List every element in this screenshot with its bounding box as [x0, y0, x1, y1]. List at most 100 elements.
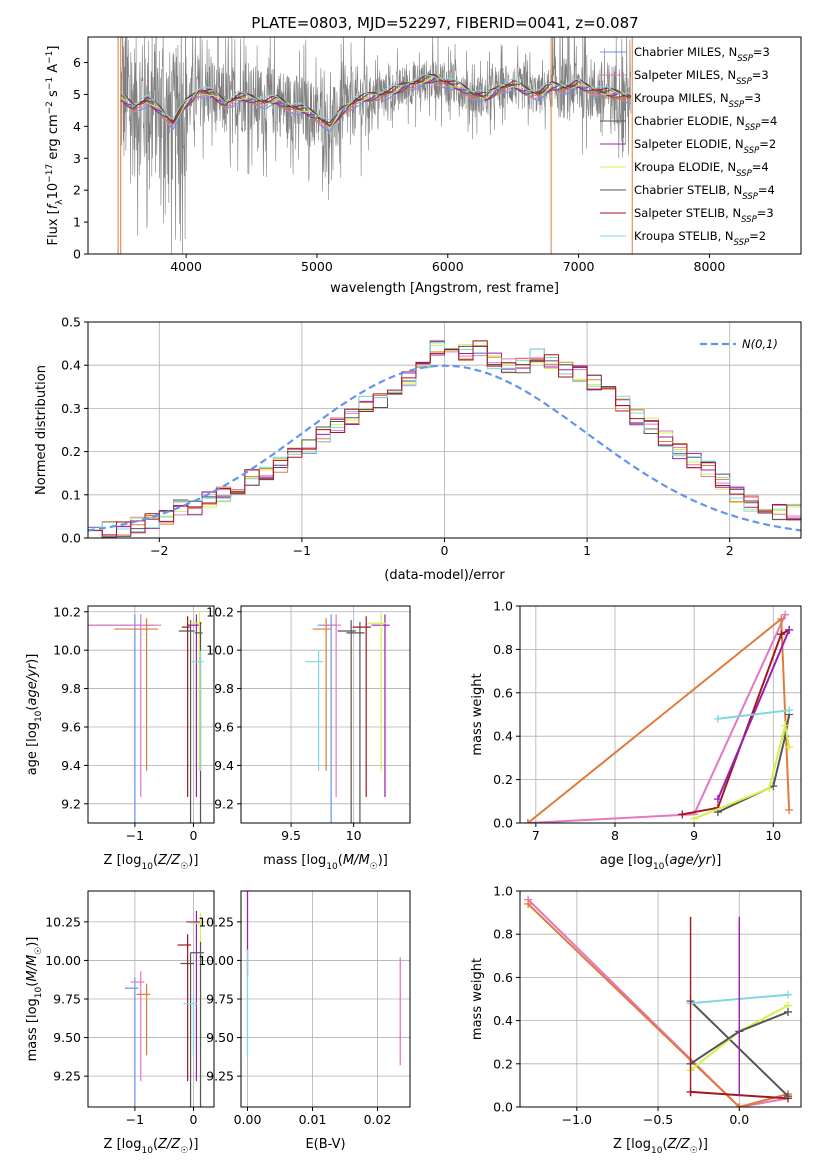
label-part: s	[46, 90, 61, 101]
label-part: −2	[45, 101, 55, 114]
legend-entry: Chabrier ELODIE, NSSP=4	[634, 114, 777, 133]
x-tick-label: 10	[346, 828, 362, 843]
label-part: E(B-V)	[305, 1137, 345, 1152]
x-tick-label: 4000	[170, 259, 202, 274]
label-part: 10	[34, 986, 44, 998]
massweight_vs_Z-panel: −1.0 −0.5 0.0 0.0 0.2 0.4 0.6 0.8 1.0 Z [log10(Z/…	[470, 884, 802, 1156]
x-tick-label: 8	[611, 828, 619, 843]
label-part: Z/Z	[157, 1137, 181, 1152]
y-tick-label: 9.2	[61, 796, 81, 811]
x-tick-label: 6000	[432, 259, 464, 274]
label-part: Z/Z	[667, 1137, 691, 1152]
legend-suffix: =4	[760, 114, 777, 128]
x-tick-label: 1	[583, 543, 591, 558]
y-tick-label: 9.75	[53, 992, 81, 1007]
y-tick-label: 9.25	[53, 1069, 81, 1084]
normal-curve	[88, 364, 801, 532]
label-part: )]	[25, 654, 40, 664]
series-marker	[785, 625, 794, 634]
label-part: mass [log	[263, 853, 326, 868]
y-tick-label: 2	[73, 183, 81, 198]
y-tick-label: 10.2	[206, 604, 234, 619]
x-tick-label: 9	[690, 828, 698, 843]
legend-entry: Salpeter STELIB, NSSP=3	[634, 206, 774, 225]
x-tick-label: 2	[726, 543, 734, 558]
label-part: (data-model)/error	[384, 568, 505, 583]
series-marker	[690, 814, 699, 823]
mass_vs_ebv-panel: 0.00 0.01 0.02 9.25 9.50 9.75 10.00 10.25 E(B-V)	[198, 890, 411, 1152]
series-chabrier_elodie	[717, 714, 791, 814]
series-kroupa_stelib	[717, 709, 790, 720]
x-tick-label: −1	[126, 1112, 144, 1127]
label-part: )]	[188, 1137, 198, 1152]
label-part: ☉	[370, 862, 378, 872]
y-tick-label: 9.50	[53, 1030, 81, 1045]
residuals-marks	[88, 339, 801, 538]
legend-text: Salpeter ELODIE, N	[634, 137, 744, 151]
legend-entry: Kroupa ELODIE, NSSP=4	[634, 160, 769, 179]
x-tick-label: 7000	[563, 259, 595, 274]
x-tick-label: 9.5	[281, 828, 301, 843]
y-tick-label: 0.1	[61, 487, 81, 502]
series-marker	[784, 1092, 793, 1101]
label-part: M/M	[25, 955, 40, 982]
label-part: mass weight	[470, 673, 485, 755]
series-marker	[713, 795, 722, 804]
series-marker	[777, 630, 786, 639]
label-part: (	[664, 853, 669, 868]
y-tick-label: 9.8	[214, 681, 234, 696]
label-part: M/M	[343, 853, 370, 868]
legend-entry: Chabrier STELIB, NSSP=4	[634, 183, 775, 202]
legend-text: Salpeter STELIB, N	[634, 206, 741, 220]
label-part: −17	[45, 164, 55, 183]
legend-entry: Kroupa MILES, NSSP=3	[634, 91, 761, 110]
y-axis-label: mass weight	[470, 673, 485, 755]
label-part: 10	[326, 862, 338, 872]
axes-frame	[519, 605, 802, 824]
label-part: erg cm	[46, 114, 61, 163]
label-part: Z [log	[613, 1137, 651, 1152]
y-tick-label: 9.2	[214, 796, 234, 811]
x-tick-label: 0	[190, 828, 198, 843]
age_vs_Z-marks	[88, 612, 204, 823]
series-salpeter_stelib	[682, 629, 790, 816]
y-tick-label: 9.50	[206, 1030, 234, 1045]
y-tick-label: 0.4	[61, 358, 81, 373]
residuals-panel: −2 −1 0 1 2 0.0 0.1 0.2 0.3 0.4 0.5 (data-model)/er…	[34, 315, 802, 583]
y-tick-label: 3	[73, 151, 81, 166]
y-tick-label: 0.5	[61, 315, 81, 330]
series-marker	[785, 743, 794, 752]
y-tick-label: 10.25	[198, 914, 234, 929]
histogram-kroupa_miles	[88, 345, 801, 538]
x-axis-label: wavelength [Angstrom, rest frame]	[330, 281, 559, 296]
model-spectrum-chabrier_miles	[120, 79, 631, 132]
label-part: Normed distribution	[34, 365, 49, 495]
legend-sub: SSP	[736, 169, 752, 179]
label-part: wavelength [Angstrom, rest frame]	[330, 281, 559, 296]
observed-spectrum-line	[120, 37, 632, 254]
series-kroupa_elodie	[693, 725, 791, 820]
legend-sub: SSP	[737, 54, 753, 64]
y-tick-label: 9.6	[214, 719, 234, 734]
label-part: (	[25, 706, 40, 711]
series-marker	[678, 810, 687, 819]
axes-frame	[240, 605, 411, 824]
x-tick-label: 0.00	[234, 1112, 262, 1127]
label-part: age/yr	[669, 853, 712, 868]
label-part: 10	[653, 862, 665, 872]
age_vs_Z-panel: −1 09.29.49.69.810.010.2Z [log10(Z/Z☉)]ag…	[25, 604, 215, 872]
histogram-salpeter_elodie	[88, 348, 801, 538]
series-marker	[524, 899, 533, 908]
series-marker	[765, 784, 774, 793]
label-part: mass weight	[470, 958, 485, 1040]
label-part: mass [log	[25, 998, 40, 1061]
y-tick-label: 0.8	[493, 927, 513, 942]
x-axis-label: mass [log10(M/M☉)]	[263, 853, 388, 872]
legend-entry: Kroupa STELIB, NSSP=2	[634, 229, 766, 248]
y-tick-label: 10.00	[45, 953, 81, 968]
label-part: 10	[34, 710, 44, 722]
y-tick-label: 10.0	[206, 643, 234, 658]
label-part: ]	[46, 46, 61, 51]
